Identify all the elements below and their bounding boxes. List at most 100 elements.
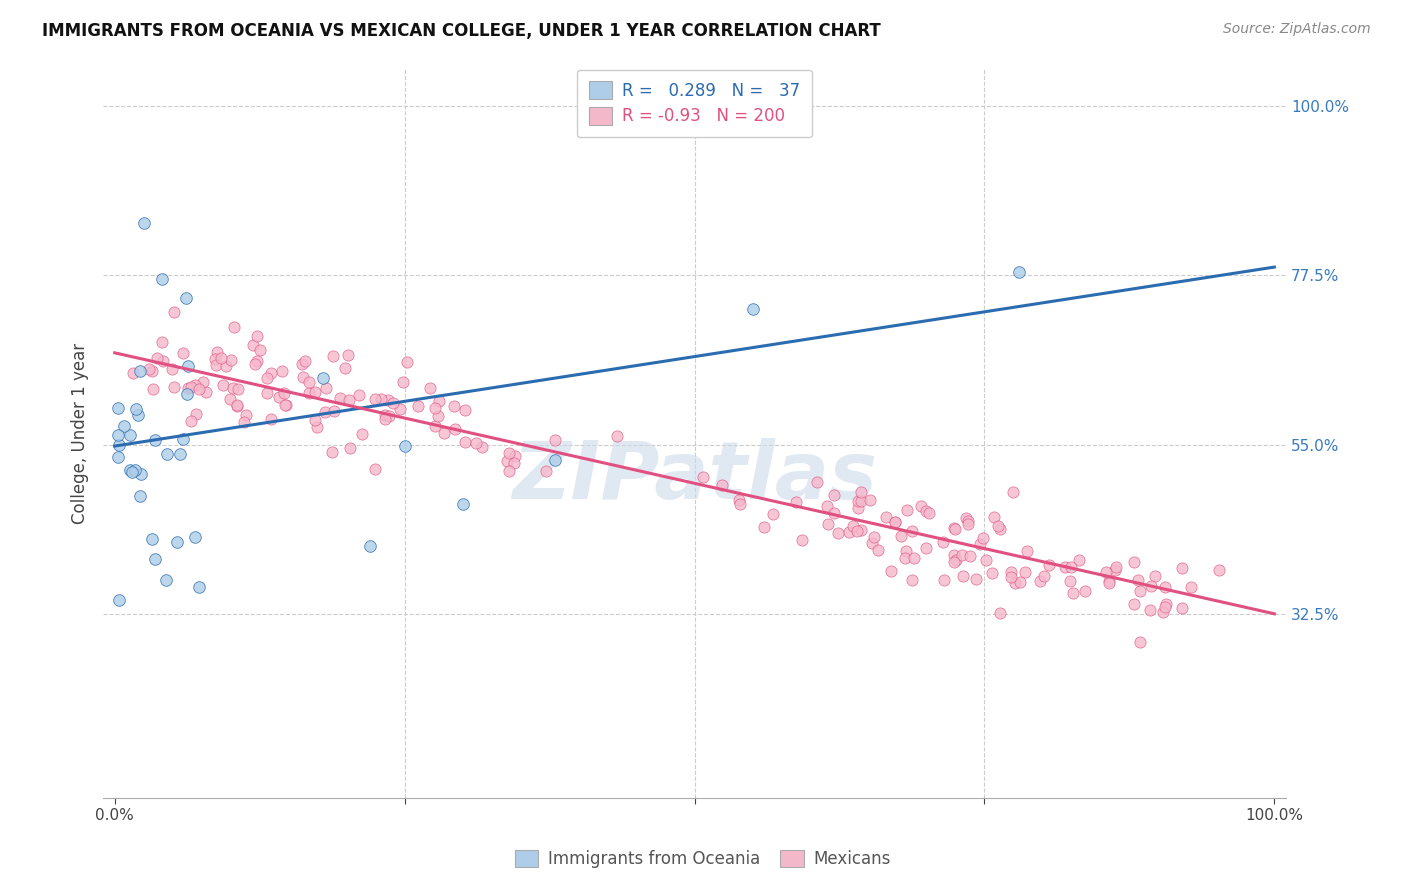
Point: [1171, 601, 1194, 615]
Point: [267, 390, 290, 404]
Point: [815, 499, 838, 513]
Point: [894, 543, 917, 558]
Point: [312, 370, 335, 384]
Point: [349, 387, 371, 401]
Point: [1104, 563, 1126, 577]
Point: [370, 392, 392, 406]
Point: [901, 573, 924, 587]
Point: [956, 516, 979, 531]
Point: [176, 387, 198, 401]
Point: [124, 401, 146, 416]
Point: [274, 398, 297, 412]
Point: [174, 291, 197, 305]
Point: [187, 382, 209, 396]
Point: [222, 381, 245, 395]
Point: [187, 581, 209, 595]
Point: [972, 532, 994, 546]
Point: [471, 440, 494, 454]
Point: [377, 393, 399, 408]
Point: [451, 497, 474, 511]
Point: [112, 419, 135, 434]
Point: [866, 543, 889, 558]
Point: [160, 362, 183, 376]
Point: [180, 380, 202, 394]
Point: [292, 369, 315, 384]
Point: [294, 353, 316, 368]
Point: [242, 338, 264, 352]
Point: [1152, 605, 1174, 619]
Point: [395, 355, 418, 369]
Point: [374, 408, 396, 422]
Point: [1032, 569, 1054, 583]
Point: [1054, 560, 1077, 574]
Point: [943, 523, 966, 537]
Text: Source: ZipAtlas.com: Source: ZipAtlas.com: [1223, 22, 1371, 37]
Point: [496, 454, 519, 468]
Point: [965, 572, 987, 586]
Point: [917, 506, 939, 520]
Point: [274, 398, 297, 412]
Point: [260, 412, 283, 426]
Point: [1128, 573, 1150, 587]
Point: [1008, 264, 1031, 278]
Point: [606, 429, 628, 443]
Point: [219, 392, 242, 406]
Point: [710, 478, 733, 492]
Point: [176, 359, 198, 373]
Point: [863, 530, 886, 544]
Point: [226, 399, 249, 413]
Point: [221, 352, 243, 367]
Point: [1008, 574, 1031, 589]
Point: [955, 511, 977, 525]
Point: [128, 489, 150, 503]
Point: [108, 438, 131, 452]
Point: [1095, 565, 1118, 579]
Point: [427, 409, 450, 424]
Point: [894, 550, 917, 565]
Point: [728, 493, 751, 508]
Point: [204, 352, 226, 367]
Point: [692, 470, 714, 484]
Text: ZIPatlas: ZIPatlas: [512, 438, 877, 516]
Point: [225, 398, 247, 412]
Point: [209, 351, 232, 365]
Point: [1062, 586, 1084, 600]
Point: [883, 516, 905, 530]
Point: [273, 386, 295, 401]
Point: [172, 346, 194, 360]
Point: [246, 353, 269, 368]
Point: [952, 569, 974, 583]
Point: [859, 493, 882, 508]
Point: [901, 524, 924, 538]
Point: [423, 401, 446, 415]
Point: [232, 415, 254, 429]
Point: [224, 319, 246, 334]
Point: [121, 465, 143, 479]
Point: [943, 548, 966, 562]
Point: [228, 383, 250, 397]
Point: [827, 525, 849, 540]
Point: [180, 414, 202, 428]
Point: [145, 551, 167, 566]
Point: [910, 499, 932, 513]
Point: [849, 485, 872, 500]
Point: [127, 408, 149, 422]
Point: [163, 379, 186, 393]
Point: [304, 413, 326, 427]
Point: [291, 357, 314, 371]
Point: [875, 510, 897, 524]
Point: [419, 381, 441, 395]
Point: [838, 524, 860, 539]
Legend: Immigrants from Oceania, Mexicans: Immigrants from Oceania, Mexicans: [508, 843, 898, 875]
Point: [339, 441, 361, 455]
Point: [988, 522, 1011, 536]
Point: [141, 532, 163, 546]
Point: [848, 501, 870, 516]
Point: [156, 447, 179, 461]
Point: [950, 548, 973, 562]
Point: [172, 432, 194, 446]
Point: [150, 334, 173, 349]
Point: [974, 553, 997, 567]
Point: [163, 305, 186, 319]
Point: [817, 516, 839, 531]
